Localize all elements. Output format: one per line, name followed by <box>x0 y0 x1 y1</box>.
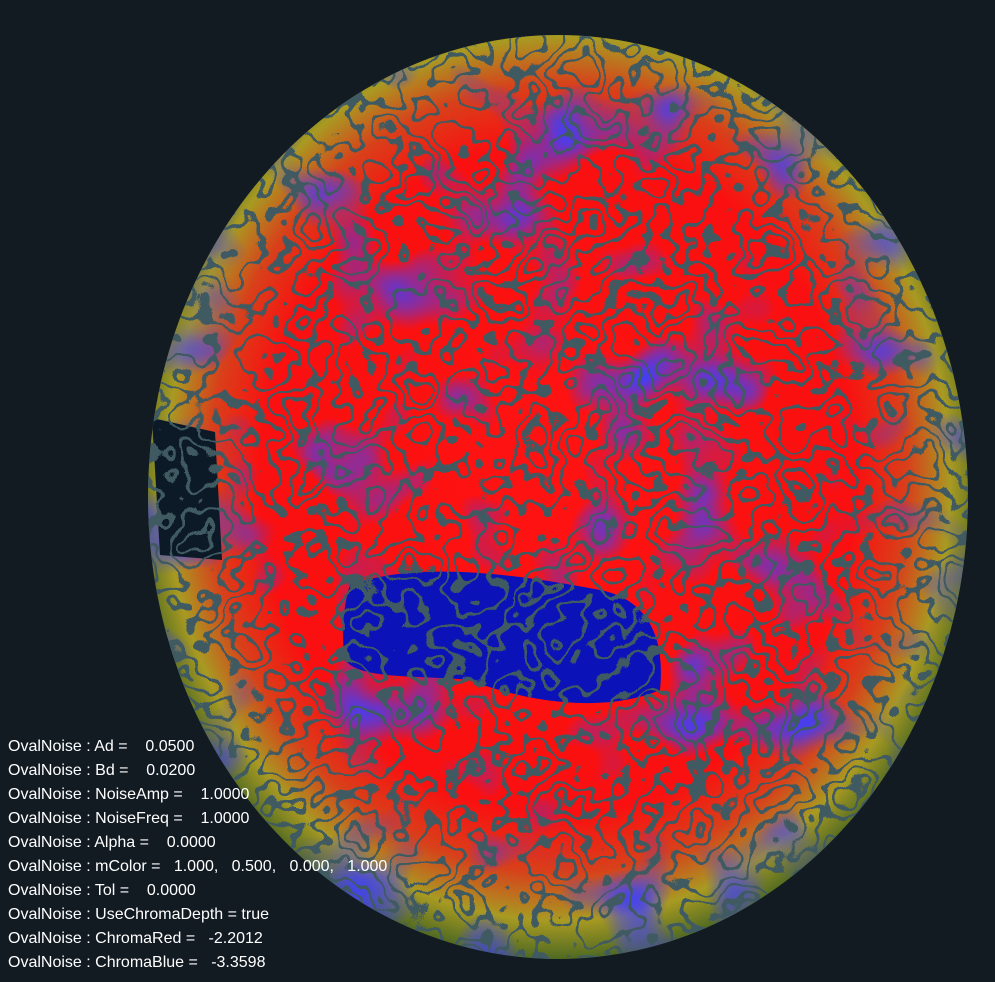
parameter-line: OvalNoise : Tol = 0.0000 <box>8 882 196 899</box>
noise-pattern <box>148 35 968 959</box>
parameter-line: OvalNoise : UseChromaDepth = true <box>8 906 269 923</box>
parameter-line: OvalNoise : NoiseFreq = 1.0000 <box>8 810 250 827</box>
parameter-line: OvalNoise : ChromaRed = -2.2012 <box>8 930 263 947</box>
parameter-list: OvalNoise : Ad = 0.0500 OvalNoise : Bd = … <box>8 735 387 975</box>
parameter-line: OvalNoise : Bd = 0.0200 <box>8 762 196 779</box>
parameter-line: OvalNoise : Ad = 0.0500 <box>8 738 195 755</box>
parameter-line: OvalNoise : ChromaBlue = -3.3598 <box>8 954 266 971</box>
parameter-line: OvalNoise : Alpha = 0.0000 <box>8 834 216 851</box>
parameter-line: OvalNoise : mColor = 1.000, 0.500, 0.000… <box>8 858 388 875</box>
parameter-line: OvalNoise : NoiseAmp = 1.0000 <box>8 786 250 803</box>
